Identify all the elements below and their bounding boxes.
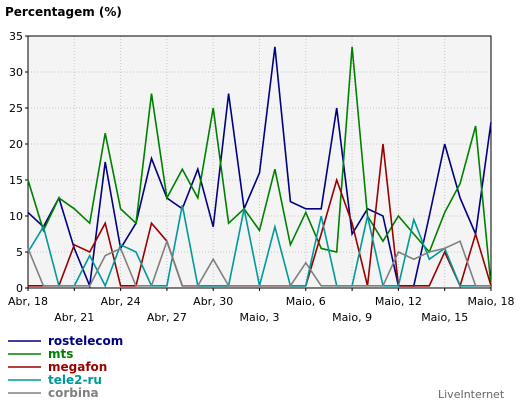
legend-label: megafon [48,360,107,374]
x-tick-label: Maio, 9 [332,311,372,324]
y-tick-label: 0 [16,282,23,295]
y-tick-label: 15 [9,174,23,187]
chart-series-lines [27,46,492,289]
chart-credit: LiveInternet [438,388,505,401]
x-tick-label: Abr, 21 [54,311,94,324]
chart-title: Percentagem (%) [5,5,122,19]
x-tick-label: Abr, 18 [8,295,48,308]
y-tick-label: 30 [9,66,23,79]
x-tick-label: Maio, 12 [375,295,422,308]
y-axis: 0 5 10 15 20 25 30 35 [9,30,28,295]
x-tick-label: Maio, 18 [467,295,514,308]
legend-label: rostelecom [48,334,123,348]
y-tick-label: 5 [16,246,23,259]
legend-label: corbina [48,386,99,400]
legend-label: mts [48,347,73,361]
y-tick-label: 20 [9,138,23,151]
x-tick-label: Maio, 3 [239,311,279,324]
series-line-corbina [27,238,491,287]
y-tick-label: 35 [9,30,23,43]
legend-label: tele2-ru [48,373,102,387]
x-tick-label: Abr, 24 [101,295,141,308]
x-tick-label: Abr, 27 [147,311,187,324]
y-tick-label: 25 [9,102,23,115]
series-line-mts [27,46,492,286]
x-axis: Abr, 18 Abr, 21 Abr, 24 Abr, 27 Abr, 30 Maio,… [8,288,515,324]
x-tick-label: Maio, 15 [421,311,468,324]
x-tick-label: Abr, 30 [193,295,233,308]
y-tick-label: 10 [9,210,23,223]
x-tick-label: Maio, 6 [286,295,326,308]
